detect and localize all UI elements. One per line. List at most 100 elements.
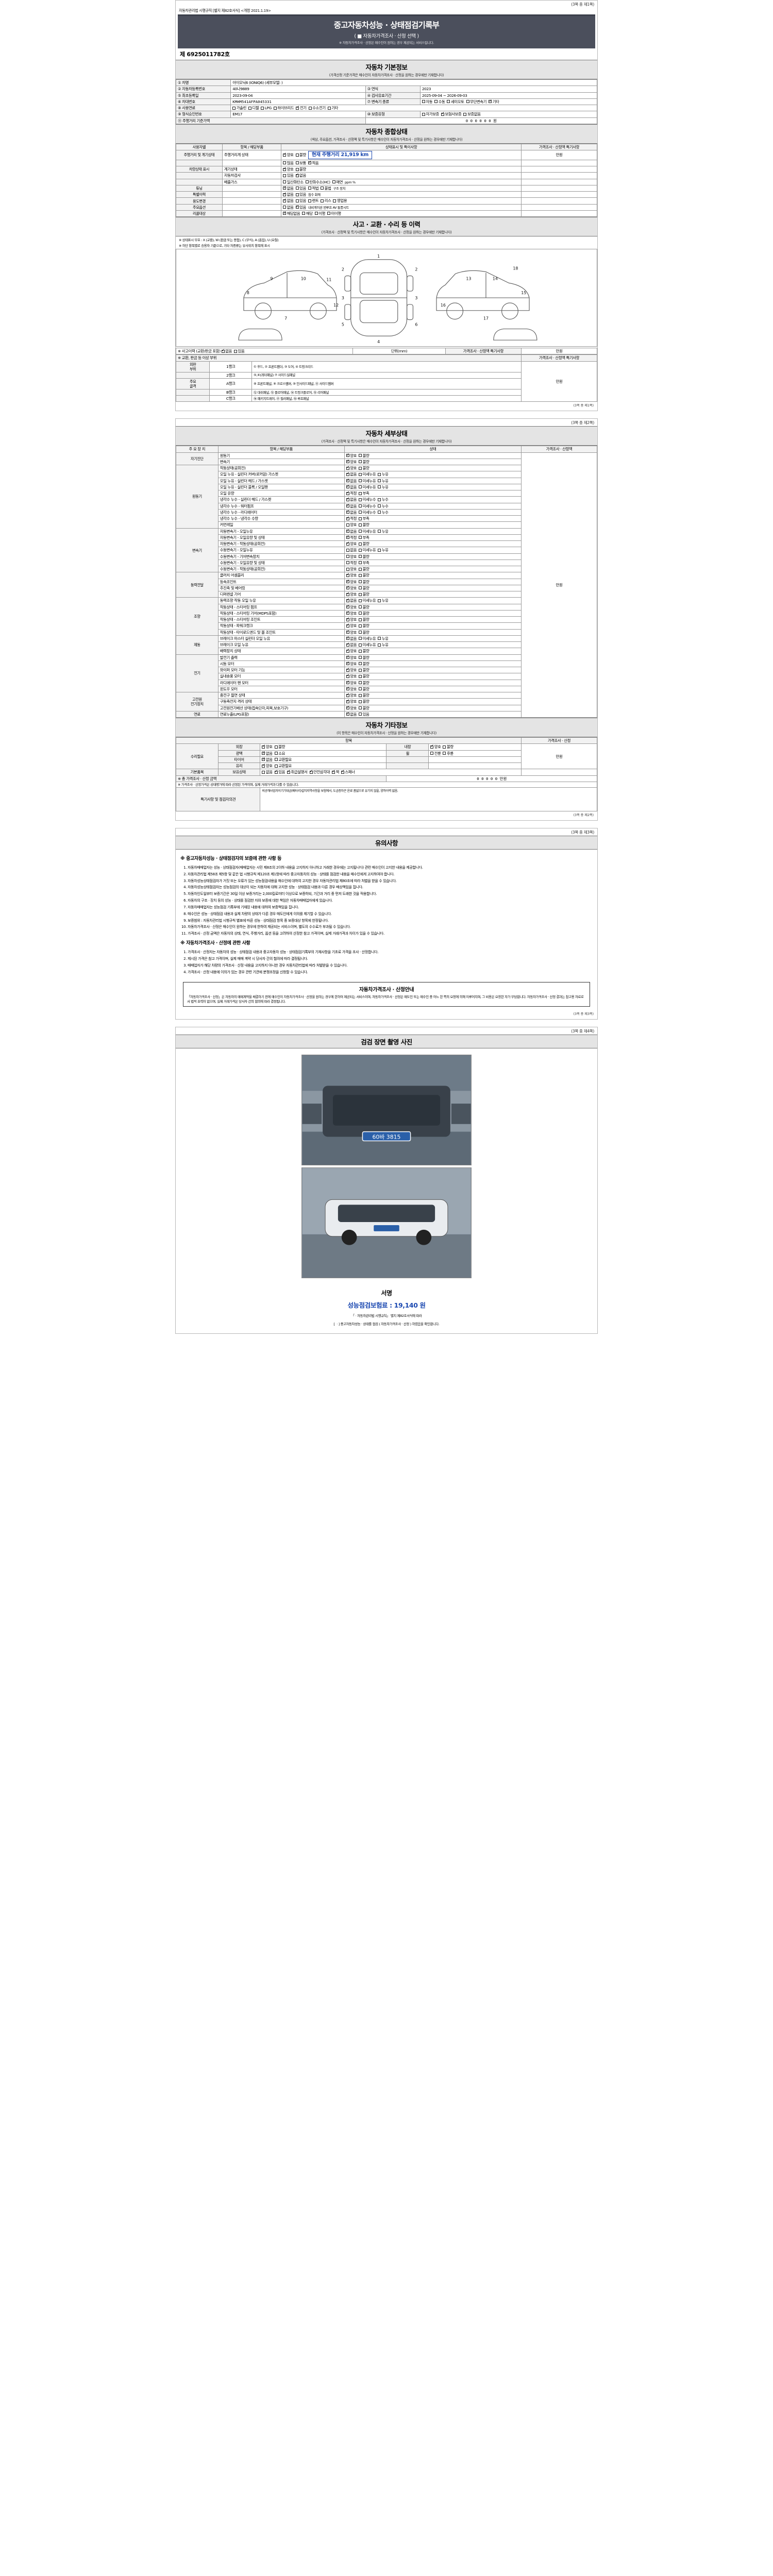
- option-양호[interactable]: 양호: [346, 699, 357, 704]
- checkbox-없음[interactable]: [346, 711, 349, 716]
- option-양호[interactable]: 양호: [346, 686, 357, 691]
- checkbox-양호[interactable]: [262, 763, 265, 768]
- checkbox-없음[interactable]: [283, 192, 287, 196]
- option-많음[interactable]: 많음: [283, 161, 294, 165]
- option-없음[interactable]: 없음: [346, 484, 357, 489]
- option-수소전기[interactable]: 수소전기: [308, 106, 326, 110]
- checkbox-해당없음[interactable]: [283, 211, 287, 215]
- checkbox-양호[interactable]: [346, 699, 349, 703]
- checkbox-영업용[interactable]: [333, 199, 337, 202]
- option-적정[interactable]: 적정: [346, 490, 357, 496]
- checkbox-없음[interactable]: [295, 173, 299, 177]
- option-미세누유[interactable]: 미세누유: [359, 485, 376, 489]
- option-있음[interactable]: 있음: [233, 349, 245, 353]
- checkbox-불량[interactable]: [359, 706, 362, 710]
- checkbox-매연[interactable]: [332, 180, 335, 184]
- option-누유[interactable]: 누유: [378, 529, 389, 534]
- checkbox-양호[interactable]: [346, 572, 349, 577]
- option-없음[interactable]: 없음: [283, 198, 294, 203]
- checkbox-없음[interactable]: [283, 206, 287, 209]
- checkbox-리스[interactable]: [321, 199, 324, 202]
- checkbox-불량[interactable]: [359, 656, 362, 659]
- checkbox-자가보증[interactable]: [422, 112, 425, 116]
- option-불량[interactable]: 불량: [295, 152, 306, 157]
- checkbox-양호[interactable]: [346, 692, 349, 697]
- checkbox-많음[interactable]: [283, 161, 287, 165]
- option-양호[interactable]: 양호: [346, 655, 357, 660]
- checkbox-해당[interactable]: [302, 212, 306, 215]
- option-불량[interactable]: 불량: [359, 554, 369, 559]
- option-가솔린[interactable]: 가솔린: [232, 106, 246, 110]
- checkbox-교환필요[interactable]: [274, 764, 278, 768]
- checkbox-양호[interactable]: [346, 523, 349, 527]
- checkbox-없음[interactable]: [283, 198, 287, 202]
- option-부족[interactable]: 부족: [359, 561, 369, 565]
- checkbox-적정[interactable]: [346, 561, 349, 565]
- option-불량[interactable]: 불량: [359, 586, 369, 590]
- checkbox-불량[interactable]: [359, 649, 362, 653]
- option-불량[interactable]: 불량: [359, 453, 369, 458]
- option-없음[interactable]: 없음: [346, 471, 357, 477]
- option-디젤[interactable]: 디젤: [248, 106, 259, 110]
- option-전기[interactable]: 전기: [296, 105, 307, 110]
- checkbox-부족[interactable]: [359, 492, 362, 495]
- checkbox-없음[interactable]: [346, 471, 349, 476]
- checkbox-있음[interactable]: [295, 187, 299, 190]
- option-하이브리드[interactable]: 하이브리드: [273, 106, 294, 110]
- basic-items-options[interactable]: 없음있음취급설명서안전삼각대잭스패너: [260, 769, 522, 776]
- checkbox-수소전기[interactable]: [308, 106, 312, 110]
- option-적법[interactable]: 적법: [308, 186, 319, 191]
- option-무단변속기[interactable]: 무단변속기: [466, 99, 486, 104]
- checkbox-없음[interactable]: [346, 636, 349, 640]
- option-일산화탄소[interactable]: 일산화탄소: [283, 180, 304, 184]
- checkbox-교환필요[interactable]: [274, 758, 278, 761]
- option-양호[interactable]: 양호: [346, 459, 357, 464]
- checkbox-양호[interactable]: [346, 567, 349, 571]
- option-양호[interactable]: 양호: [346, 680, 357, 685]
- option-미세누수[interactable]: 미세누수: [359, 504, 376, 509]
- checkbox-미세누유[interactable]: [359, 472, 362, 476]
- option-없음[interactable]: 없음: [295, 173, 306, 178]
- checkbox-불량[interactable]: [359, 454, 362, 457]
- checkbox-무단변속기[interactable]: [466, 100, 469, 104]
- row-state[interactable]: 많음보통적음: [281, 159, 522, 167]
- checkbox-전륜[interactable]: [430, 752, 434, 755]
- option-미세누유[interactable]: 미세누유: [359, 548, 376, 552]
- option-없음[interactable]: 없음: [346, 503, 357, 509]
- checkbox-불량[interactable]: [359, 605, 362, 609]
- option-양호[interactable]: 양호: [346, 591, 357, 597]
- checkbox-있음[interactable]: [295, 193, 299, 196]
- option-보통[interactable]: 보통: [295, 161, 306, 165]
- row-state[interactable]: 일산화탄소 탄화수소(HC) 매연 ppm %: [281, 178, 522, 185]
- checkbox-스패너[interactable]: [341, 769, 344, 774]
- option-누유[interactable]: 누유: [378, 636, 389, 641]
- checkbox-불량[interactable]: [359, 693, 362, 697]
- checkbox-없음[interactable]: [221, 348, 225, 353]
- checkbox-없음[interactable]: [346, 503, 349, 508]
- checkbox-미세누유[interactable]: [359, 548, 362, 552]
- checkbox-불량[interactable]: [359, 700, 362, 703]
- checkbox-불량[interactable]: [359, 567, 362, 571]
- checkbox-있음[interactable]: [283, 174, 287, 177]
- option-불량[interactable]: 불량: [359, 699, 369, 704]
- checkbox-양호[interactable]: [346, 680, 349, 685]
- checkbox-없음[interactable]: [346, 510, 349, 514]
- checkbox-있음[interactable]: [274, 769, 278, 774]
- option-있음[interactable]: 있음: [295, 198, 306, 203]
